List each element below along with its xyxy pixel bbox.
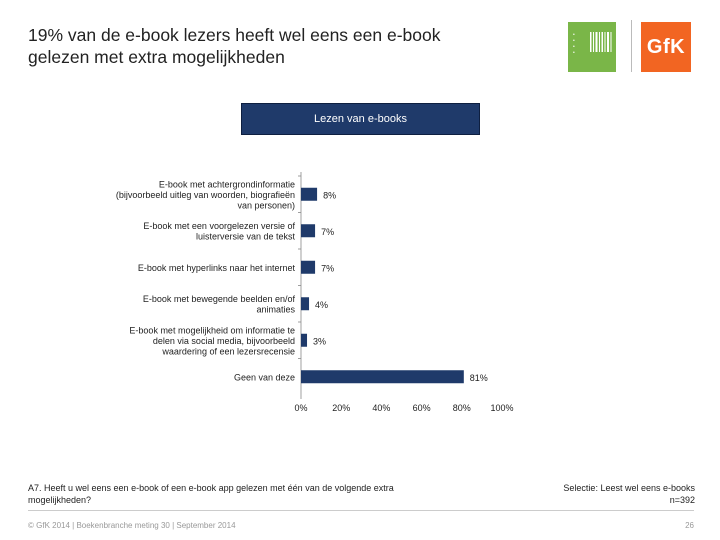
- chart-header-box: Lezen van e-books: [241, 103, 480, 135]
- category-label: E-book met bewegende beelden en/of: [143, 294, 296, 304]
- selectie-line-1: Selectie: Leest wel eens e-books: [563, 483, 695, 493]
- chart-header-label: Lezen van e-books: [314, 113, 407, 125]
- category-label: E-book met mogelijkheid om informatie te: [129, 325, 295, 335]
- category-label: E-book met een voorgelezen versie of: [143, 221, 295, 231]
- category-label: luisterversie van de tekst: [196, 232, 296, 242]
- data-label: 4%: [315, 300, 328, 310]
- gfk-logo: GfK: [641, 22, 691, 72]
- selectie-line-2: n=392: [669, 495, 695, 505]
- page-title: 19% van de e-book lezers heeft wel eens …: [28, 24, 548, 68]
- page-number: 26: [685, 521, 694, 530]
- data-label: 81%: [470, 373, 488, 383]
- logo-divider: [631, 20, 632, 72]
- x-tick-label: 60%: [413, 403, 431, 413]
- category-label: E-book met hyperlinks naar het internet: [138, 263, 296, 273]
- logo-dots-icon: • • • •: [573, 32, 575, 56]
- title-line-2: gelezen met extra mogelijkheden: [28, 47, 285, 67]
- bar: [301, 297, 310, 311]
- data-label: 7%: [321, 263, 334, 273]
- bar: [301, 260, 316, 274]
- barcode-icon: [590, 32, 612, 52]
- sample-selection-note: Selectie: Leest wel eens e-books n=392: [520, 482, 695, 506]
- footnote-line-2: mogelijkheden?: [28, 495, 92, 505]
- partner-logo: • • • •: [568, 22, 616, 72]
- category-label: animaties: [256, 305, 295, 315]
- category-label: Geen van deze: [234, 372, 295, 382]
- bar-chart: 8% E-book met achtergrondinformatie(bijvo…: [116, 172, 514, 413]
- data-label: 8%: [323, 190, 336, 200]
- bar: [301, 224, 316, 238]
- footnote-line-1: A7. Heeft u wel eens een e-book of een e…: [28, 483, 394, 493]
- category-label: waardering of een lezersrecensie: [161, 346, 295, 356]
- data-label: 7%: [321, 227, 334, 237]
- title-line-1: 19% van de e-book lezers heeft wel eens …: [28, 25, 441, 45]
- bar: [301, 333, 308, 347]
- bar: [301, 187, 318, 201]
- x-tick-label: 0%: [294, 403, 307, 413]
- category-label: (bijvoorbeeld uitleg van woorden, biogra…: [116, 190, 295, 200]
- category-label: delen via social media, bijvoorbeeld: [153, 336, 295, 346]
- bar: [301, 370, 464, 384]
- category-label: E-book met achtergrondinformatie: [159, 179, 295, 189]
- x-tick-label: 20%: [332, 403, 350, 413]
- question-footnote: A7. Heeft u wel eens een e-book of een e…: [28, 482, 448, 506]
- footer-divider: [28, 510, 694, 511]
- x-tick-label: 80%: [453, 403, 471, 413]
- data-label: 3%: [313, 336, 326, 346]
- x-tick-label: 40%: [372, 403, 390, 413]
- category-label: van personen): [237, 200, 295, 210]
- copyright-text: © GfK 2014 | Boekenbranche meting 30 | S…: [28, 521, 236, 530]
- x-tick-label: 100%: [490, 403, 513, 413]
